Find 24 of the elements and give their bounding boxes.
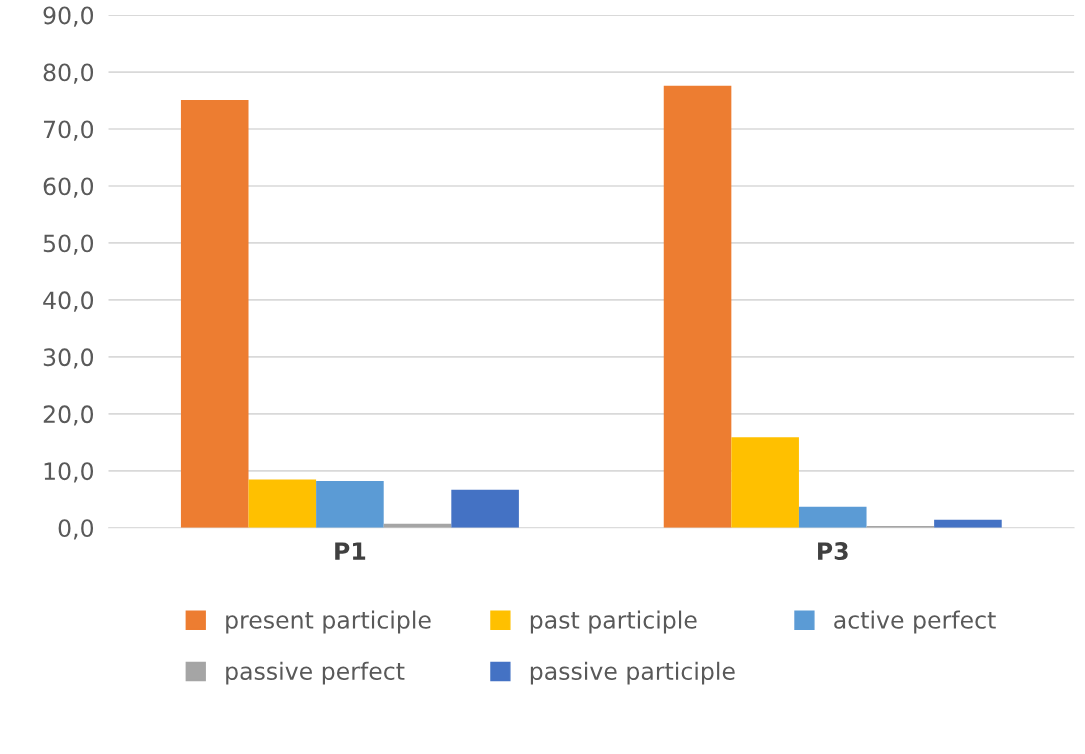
y-tick-label: 0,0 — [58, 519, 94, 540]
y-tick-label: 90,0 — [43, 6, 94, 27]
y-tick-label: 30,0 — [43, 348, 94, 369]
bar — [248, 479, 317, 528]
y-tick-label: 50,0 — [43, 234, 94, 255]
legend-label: passive perfect — [226, 661, 405, 685]
y-tick-label: 80,0 — [43, 63, 94, 84]
bar — [180, 99, 249, 528]
bar — [798, 506, 867, 528]
legend-label: past participle — [530, 610, 697, 634]
x-tick-label: P1 — [335, 542, 366, 560]
legend-label: present participle — [226, 610, 431, 634]
bar — [663, 85, 732, 528]
bar — [731, 437, 799, 528]
legend-label: passive participle — [530, 661, 735, 685]
legend-label: active perfect — [834, 610, 996, 634]
y-tick-label: 10,0 — [44, 462, 94, 483]
bar — [451, 489, 519, 528]
x-tick-label: P3 — [818, 542, 848, 560]
y-tick-label: 20,0 — [43, 405, 94, 426]
y-tick-label: 40,0 — [43, 291, 94, 312]
bar — [316, 481, 384, 528]
y-tick-label: 60,0 — [43, 177, 94, 198]
y-tick-label: 70,0 — [43, 120, 94, 141]
